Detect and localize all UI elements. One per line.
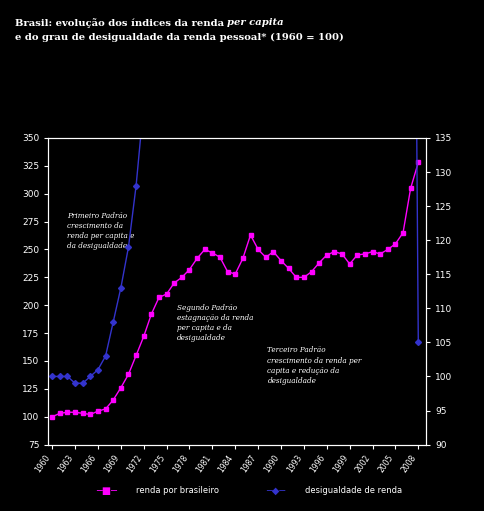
Text: per capita: per capita	[227, 18, 284, 27]
Text: Terceiro Padrão
crescimento da renda per
capita e redução da
desigualdade: Terceiro Padrão crescimento da renda per…	[267, 346, 362, 385]
Text: Segundo Padrão
estagnação da renda
per capita e da
desigualdade: Segundo Padrão estagnação da renda per c…	[177, 304, 253, 342]
Text: ─■─: ─■─	[96, 485, 117, 496]
Text: Brasil: evolução dos índices da renda: Brasil: evolução dos índices da renda	[15, 18, 227, 28]
Text: Primeiro Padrão
crescimento da
renda per capita e
da desigualdade: Primeiro Padrão crescimento da renda per…	[67, 212, 135, 250]
Text: ─◆─: ─◆─	[266, 485, 286, 496]
Text: renda por brasileiro: renda por brasileiro	[136, 486, 218, 495]
Text: desigualdade de renda: desigualdade de renda	[305, 486, 402, 495]
Text: e do grau de desigualdade da renda pessoal* (1960 = 100): e do grau de desigualdade da renda pesso…	[15, 33, 343, 42]
